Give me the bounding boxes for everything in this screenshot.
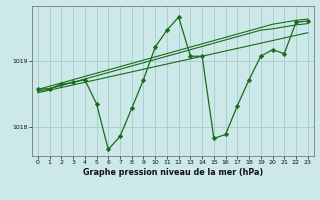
X-axis label: Graphe pression niveau de la mer (hPa): Graphe pression niveau de la mer (hPa) xyxy=(83,168,263,177)
